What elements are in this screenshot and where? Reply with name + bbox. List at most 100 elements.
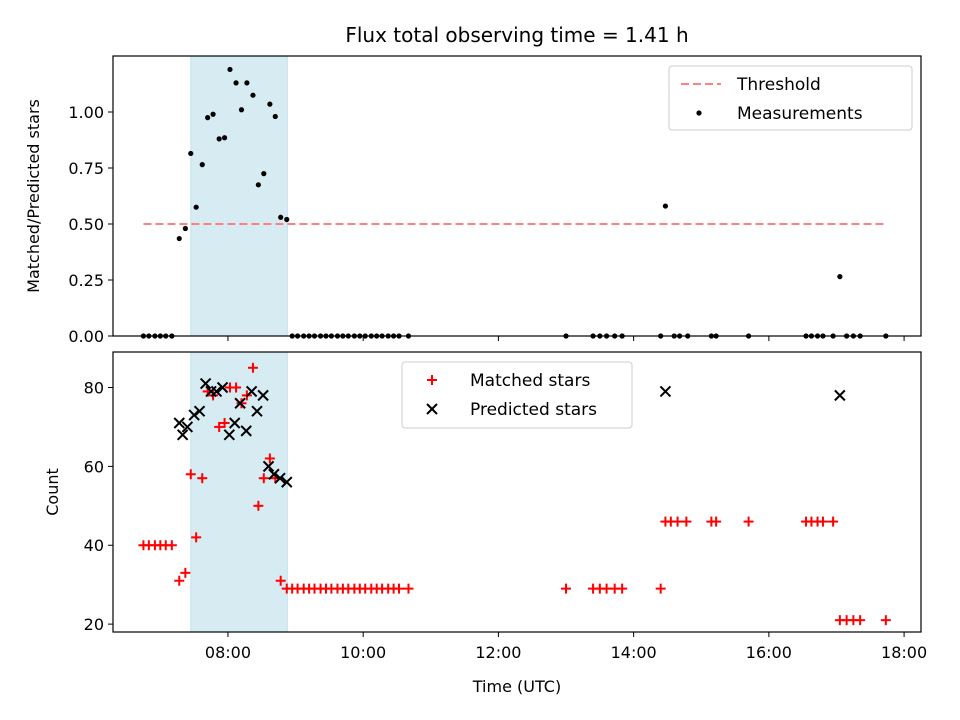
series-measurements <box>140 66 889 339</box>
legend-label: Matched stars <box>470 371 590 391</box>
x-tick-label: 18:00 <box>881 643 927 662</box>
matched-star-marker <box>185 469 196 480</box>
predicted-star-marker <box>199 377 212 390</box>
marker-stroke <box>234 397 246 409</box>
measurement-point <box>250 92 256 98</box>
marker-stroke <box>274 472 286 484</box>
x-tick-label: 12:00 <box>475 643 521 662</box>
predicted-star-marker <box>176 429 189 441</box>
y-tick-label: 1.00 <box>68 103 104 122</box>
marker-stroke <box>426 403 438 415</box>
matched-star-marker <box>394 583 405 594</box>
measurement-point <box>278 214 284 220</box>
matched-star-marker <box>180 567 191 578</box>
legend: Matched stars Predicted stars <box>401 361 633 429</box>
predicted-star-marker <box>659 385 672 398</box>
measurement-point <box>205 115 211 121</box>
x-tick-label: 14:00 <box>611 643 657 662</box>
matched-star-marker <box>672 516 683 527</box>
matched-star-marker <box>828 516 839 527</box>
legend-box <box>668 65 913 131</box>
x-tick-label: 16:00 <box>746 643 792 662</box>
matched-star-marker <box>264 453 275 464</box>
measurement-point <box>193 204 199 210</box>
x-axis-label: Time (UTC) <box>472 677 561 696</box>
y-tick-label: 20 <box>84 615 104 634</box>
predicted-star-marker <box>216 381 229 394</box>
marker-stroke <box>176 429 189 441</box>
predicted-star-marker <box>274 472 286 484</box>
marker-stroke <box>659 385 672 398</box>
marker-stroke <box>216 381 229 394</box>
marker-stroke <box>268 468 280 480</box>
measurement-point <box>199 162 205 168</box>
marker-stroke <box>251 405 263 417</box>
predicted-star-marker <box>229 417 241 429</box>
y-axis-label: Matched/Predicted stars <box>24 99 43 293</box>
predicted-star-marker <box>210 385 223 398</box>
chart-title: Flux total observing time = 1.41 h <box>345 23 688 47</box>
marker-stroke <box>240 425 252 437</box>
matched-star-marker <box>617 583 628 594</box>
matched-star-marker <box>880 615 891 626</box>
bottom-panel: 20 40 60 80 08:00 10:00 12:00 14:00 16:00 18:00 Co… <box>43 351 927 662</box>
marker-stroke <box>181 421 194 433</box>
predicted-star-marker <box>173 417 185 429</box>
measurement-point <box>255 182 261 188</box>
measurement-point <box>221 135 228 141</box>
predicted-star-marker <box>281 476 293 488</box>
measurement-point <box>261 171 267 177</box>
predicted-star-marker <box>257 389 269 402</box>
matched-star-marker <box>197 473 208 484</box>
matched-star-marker <box>561 583 572 594</box>
y-tick-label: 0.00 <box>68 327 104 346</box>
axes-frame <box>112 351 922 633</box>
matched-star-marker <box>403 583 414 594</box>
measurement-point <box>284 216 290 223</box>
x-tick-label: 10:00 <box>340 643 386 662</box>
top-panel: 0.00 0.25 0.50 0.75 1.00 Matched/Predicted st… <box>24 55 922 346</box>
matched-star-marker <box>231 382 242 393</box>
matched-star-marker <box>681 516 692 527</box>
measurement-point <box>837 274 843 280</box>
marker-stroke <box>245 385 258 398</box>
legend-box <box>401 361 633 429</box>
measurement-point <box>696 110 702 116</box>
shaded-interval <box>190 55 288 337</box>
predicted-star-marker <box>426 403 438 415</box>
marker-stroke <box>262 460 275 473</box>
measurement-point <box>188 150 194 157</box>
marker-stroke <box>257 389 269 402</box>
x-tick-label: 08:00 <box>205 643 251 662</box>
measurement-point <box>244 80 250 86</box>
y-tick-label: 0.50 <box>68 215 104 234</box>
matched-star-marker <box>743 516 754 527</box>
matched-star-marker <box>855 615 866 626</box>
y-tick-label: 60 <box>84 457 104 476</box>
predicted-star-marker <box>251 405 263 417</box>
measurement-point <box>267 101 273 107</box>
measurement-point <box>272 113 278 120</box>
matched-star-marker <box>214 421 225 432</box>
y-tick-label: 40 <box>84 536 104 555</box>
measurement-point <box>210 111 216 117</box>
matched-star-marker <box>655 583 666 594</box>
matched-star-marker <box>219 417 230 428</box>
measurement-point <box>182 225 188 232</box>
matched-star-marker <box>253 500 264 511</box>
legend: Threshold Measurements <box>668 65 913 131</box>
matched-star-marker <box>247 362 258 373</box>
predicted-star-marker <box>234 397 246 409</box>
predicted-star-marker <box>193 405 206 417</box>
predicted-star-marker <box>268 468 280 480</box>
series-predicted-stars <box>173 377 846 488</box>
y-tick-label: 80 <box>84 378 104 397</box>
measurement-point <box>216 136 222 142</box>
matched-star-marker <box>275 575 286 586</box>
predicted-star-marker <box>240 425 252 437</box>
matched-star-marker <box>174 575 185 586</box>
legend-label: Predicted stars <box>470 400 597 420</box>
measurement-point <box>233 80 239 86</box>
axes-frame <box>112 55 922 337</box>
